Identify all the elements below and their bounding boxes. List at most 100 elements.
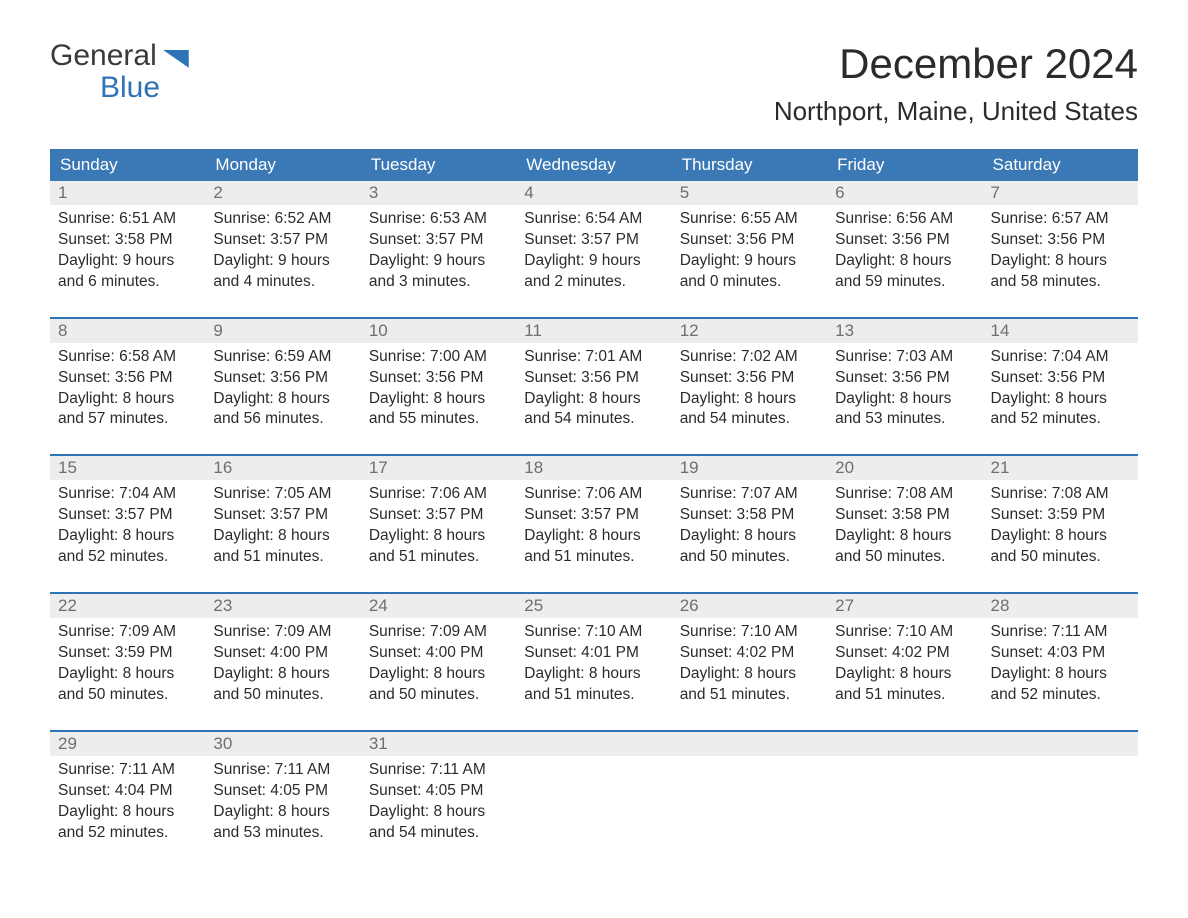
daylight-text: and 3 minutes. bbox=[369, 272, 508, 293]
sunrise-text: Sunrise: 7:03 AM bbox=[835, 347, 974, 368]
day-number: 17 bbox=[361, 456, 516, 480]
daylight-text: and 4 minutes. bbox=[213, 272, 352, 293]
sunrise-text: Sunrise: 7:04 AM bbox=[58, 484, 197, 505]
daylight-text: and 51 minutes. bbox=[524, 547, 663, 568]
day-number: 16 bbox=[205, 456, 360, 480]
day-header: Sunday bbox=[50, 149, 205, 181]
day-cell: Sunrise: 7:01 AMSunset: 3:56 PMDaylight:… bbox=[516, 343, 671, 456]
day-cell: Sunrise: 7:10 AMSunset: 4:02 PMDaylight:… bbox=[672, 618, 827, 731]
daylight-text: and 54 minutes. bbox=[524, 409, 663, 430]
sunset-text: Sunset: 3:58 PM bbox=[680, 505, 819, 526]
day-cell: Sunrise: 7:00 AMSunset: 3:56 PMDaylight:… bbox=[361, 343, 516, 456]
day-cell: Sunrise: 7:09 AMSunset: 4:00 PMDaylight:… bbox=[205, 618, 360, 731]
day-number-row: 15161718192021 bbox=[50, 456, 1138, 480]
day-cell: Sunrise: 7:05 AMSunset: 3:57 PMDaylight:… bbox=[205, 480, 360, 593]
daylight-text: Daylight: 8 hours bbox=[991, 389, 1130, 410]
sunset-text: Sunset: 3:58 PM bbox=[58, 230, 197, 251]
day-number: 19 bbox=[672, 456, 827, 480]
page-title: December 2024 bbox=[774, 40, 1138, 88]
day-cell bbox=[516, 756, 671, 850]
daylight-text: and 0 minutes. bbox=[680, 272, 819, 293]
daylight-text: Daylight: 8 hours bbox=[524, 389, 663, 410]
flag-icon bbox=[163, 50, 189, 68]
day-data-row: Sunrise: 6:51 AMSunset: 3:58 PM Daylight:… bbox=[50, 205, 1138, 318]
day-data-row: Sunrise: 7:11 AMSunset: 4:04 PMDaylight:… bbox=[50, 756, 1138, 850]
day-cell: Sunrise: 7:10 AMSunset: 4:02 PMDaylight:… bbox=[827, 618, 982, 731]
sunset-text: Sunset: 4:05 PM bbox=[213, 781, 352, 802]
daylight-text: Daylight: 8 hours bbox=[835, 251, 974, 272]
sunset-text: Sunset: 3:59 PM bbox=[58, 643, 197, 664]
sunrise-text: Sunrise: 7:10 AM bbox=[680, 622, 819, 643]
day-cell: Sunrise: 6:58 AMSunset: 3:56 PMDaylight:… bbox=[50, 343, 205, 456]
day-header: Wednesday bbox=[516, 149, 671, 181]
day-cell: Sunrise: 7:11 AMSunset: 4:03 PMDaylight:… bbox=[983, 618, 1138, 731]
daylight-text: Daylight: 8 hours bbox=[369, 802, 508, 823]
sunrise-text: Sunrise: 7:10 AM bbox=[524, 622, 663, 643]
day-number-row: 891011121314 bbox=[50, 319, 1138, 343]
sunset-text: Sunset: 3:56 PM bbox=[835, 368, 974, 389]
day-cell: Sunrise: 7:11 AMSunset: 4:05 PMDaylight:… bbox=[205, 756, 360, 850]
sunrise-text: Sunrise: 7:06 AM bbox=[524, 484, 663, 505]
calendar-table: SundayMondayTuesdayWednesdayThursdayFrid… bbox=[50, 149, 1138, 849]
day-number: 1 bbox=[50, 181, 205, 205]
day-cell: Sunrise: 6:51 AMSunset: 3:58 PMDaylight:… bbox=[50, 205, 205, 318]
sunset-text: Sunset: 3:56 PM bbox=[680, 230, 819, 251]
sunrise-text: Sunrise: 7:01 AM bbox=[524, 347, 663, 368]
day-header: Monday bbox=[205, 149, 360, 181]
sunrise-text: Sunrise: 7:08 AM bbox=[991, 484, 1130, 505]
sunset-text: Sunset: 3:56 PM bbox=[524, 368, 663, 389]
sunset-text: Sunset: 3:56 PM bbox=[213, 368, 352, 389]
daylight-text: and 51 minutes. bbox=[369, 547, 508, 568]
sunset-text: Sunset: 4:02 PM bbox=[680, 643, 819, 664]
day-number: 7 bbox=[983, 181, 1138, 205]
daylight-text: and 50 minutes. bbox=[680, 547, 819, 568]
day-number: 14 bbox=[983, 319, 1138, 343]
sunset-text: Sunset: 3:57 PM bbox=[213, 505, 352, 526]
daylight-text: and 59 minutes. bbox=[835, 272, 974, 293]
day-header: Saturday bbox=[983, 149, 1138, 181]
day-number: 12 bbox=[672, 319, 827, 343]
daylight-text: and 54 minutes. bbox=[680, 409, 819, 430]
sunset-text: Sunset: 3:56 PM bbox=[991, 230, 1130, 251]
day-number bbox=[516, 732, 671, 756]
day-number: 24 bbox=[361, 594, 516, 618]
day-number: 18 bbox=[516, 456, 671, 480]
daylight-text: and 51 minutes. bbox=[680, 685, 819, 706]
sunrise-text: Sunrise: 6:54 AM bbox=[524, 209, 663, 230]
sunset-text: Sunset: 3:56 PM bbox=[680, 368, 819, 389]
daylight-text: Daylight: 8 hours bbox=[835, 389, 974, 410]
day-number: 13 bbox=[827, 319, 982, 343]
daylight-text: and 50 minutes. bbox=[369, 685, 508, 706]
sunset-text: Sunset: 3:56 PM bbox=[991, 368, 1130, 389]
logo: General Blue bbox=[50, 40, 189, 103]
day-cell: Sunrise: 7:02 AMSunset: 3:56 PMDaylight:… bbox=[672, 343, 827, 456]
daylight-text: and 58 minutes. bbox=[991, 272, 1130, 293]
day-number: 23 bbox=[205, 594, 360, 618]
sunset-text: Sunset: 3:57 PM bbox=[58, 505, 197, 526]
logo-text-1: General bbox=[50, 40, 157, 72]
sunrise-text: Sunrise: 7:06 AM bbox=[369, 484, 508, 505]
daylight-text: and 56 minutes. bbox=[213, 409, 352, 430]
daylight-text: Daylight: 8 hours bbox=[213, 664, 352, 685]
day-number: 25 bbox=[516, 594, 671, 618]
daylight-text: Daylight: 8 hours bbox=[680, 664, 819, 685]
daylight-text: and 52 minutes. bbox=[58, 823, 197, 844]
day-number: 29 bbox=[50, 732, 205, 756]
day-number: 15 bbox=[50, 456, 205, 480]
daylight-text: Daylight: 8 hours bbox=[213, 526, 352, 547]
sunrise-text: Sunrise: 6:51 AM bbox=[58, 209, 197, 230]
sunrise-text: Sunrise: 7:09 AM bbox=[58, 622, 197, 643]
sunset-text: Sunset: 3:57 PM bbox=[213, 230, 352, 251]
daylight-text: and 51 minutes. bbox=[835, 685, 974, 706]
day-number: 11 bbox=[516, 319, 671, 343]
daylight-text: Daylight: 9 hours bbox=[680, 251, 819, 272]
day-cell: Sunrise: 7:09 AMSunset: 4:00 PMDaylight:… bbox=[361, 618, 516, 731]
sunset-text: Sunset: 3:57 PM bbox=[524, 230, 663, 251]
sunset-text: Sunset: 3:57 PM bbox=[524, 505, 663, 526]
day-number: 22 bbox=[50, 594, 205, 618]
sunrise-text: Sunrise: 7:11 AM bbox=[369, 760, 508, 781]
daylight-text: Daylight: 8 hours bbox=[991, 251, 1130, 272]
sunset-text: Sunset: 4:05 PM bbox=[369, 781, 508, 802]
day-number: 4 bbox=[516, 181, 671, 205]
sunrise-text: Sunrise: 7:00 AM bbox=[369, 347, 508, 368]
